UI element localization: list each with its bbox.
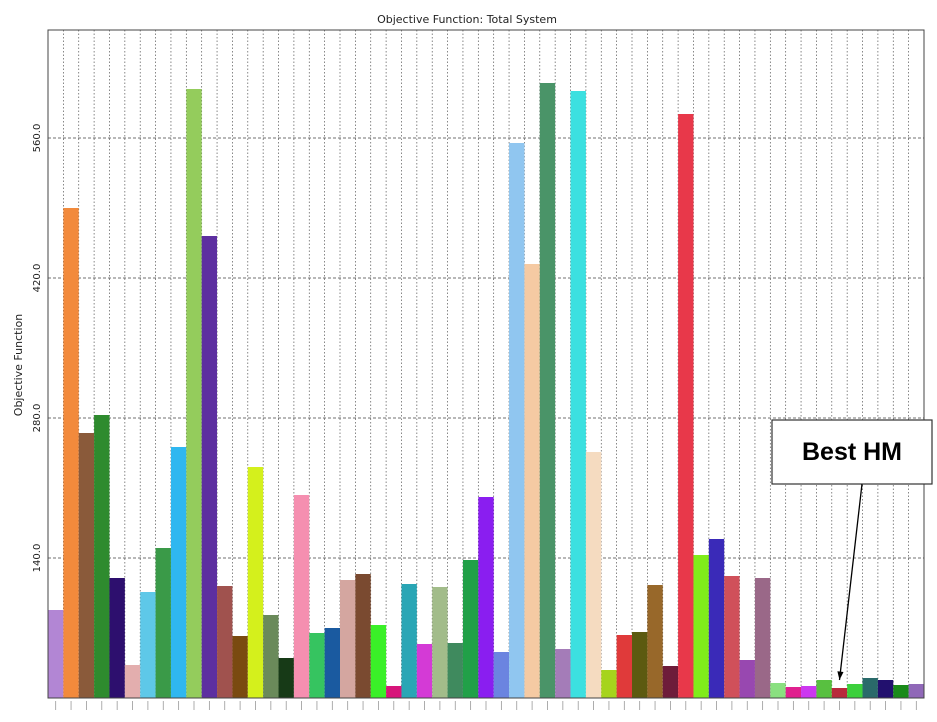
bar: [739, 660, 755, 698]
bar: [155, 548, 171, 698]
bar: [140, 592, 156, 698]
bar: [293, 495, 310, 698]
bar: [862, 678, 878, 698]
bar: [493, 652, 510, 698]
bar: [432, 587, 448, 698]
bar: [370, 625, 387, 698]
bar-series: [48, 83, 924, 698]
bar: [662, 666, 679, 698]
bar: [678, 114, 694, 698]
y-axis-label: Objective Function: [12, 314, 25, 416]
bar: [462, 560, 479, 698]
bar: [186, 89, 202, 698]
callout-box: [771, 419, 933, 485]
bar: [309, 633, 325, 698]
callout-arrowhead: [837, 671, 844, 680]
best-hm-callout: Best HM: [771, 419, 933, 681]
bar: [109, 578, 125, 698]
bar: [616, 635, 632, 698]
bar: [217, 586, 233, 698]
bar: [447, 643, 463, 698]
callout-arrow: [838, 483, 863, 681]
bar: [416, 644, 433, 698]
x-axis-ticks: [55, 701, 917, 710]
bar: [555, 649, 571, 698]
bar: [801, 686, 817, 698]
bar: [770, 683, 786, 698]
bar: [509, 143, 525, 698]
bar: [754, 578, 771, 698]
bar: [908, 684, 924, 698]
bar: [708, 539, 725, 698]
bar: [324, 628, 340, 698]
bar: [693, 555, 709, 698]
bar: [263, 615, 279, 698]
bar: [170, 447, 187, 698]
bar: [847, 684, 863, 698]
bar: [632, 632, 648, 698]
bar: [63, 208, 79, 698]
bar: [401, 584, 417, 698]
y-tick-label: 140.0: [32, 544, 43, 573]
bar: [816, 680, 832, 698]
bar: [647, 585, 663, 698]
bar: [340, 580, 356, 698]
bar: [278, 658, 294, 698]
bar: [48, 610, 64, 698]
bar: [877, 680, 894, 698]
bar: [724, 576, 740, 698]
bar: [247, 467, 264, 698]
callout-label: Best HM: [802, 438, 902, 466]
y-axis-ticks: 140.0 280.0 420.0 560.0: [32, 124, 43, 573]
plot-area-frame: [47, 29, 925, 699]
bar: [539, 83, 556, 698]
bar: [78, 433, 95, 698]
bar: [355, 574, 371, 698]
bar: [524, 264, 540, 698]
bar: [386, 686, 402, 698]
chart-title: Objective Function: Total System: [377, 13, 557, 26]
bar: [893, 685, 909, 698]
bar: [785, 687, 802, 698]
y-tick-label: 560.0: [32, 124, 43, 153]
bar: [201, 236, 218, 698]
bar: [585, 452, 602, 698]
bar: [478, 497, 494, 698]
y-tick-label: 280.0: [32, 404, 43, 433]
bar: [124, 665, 141, 698]
y-tick-label: 420.0: [32, 264, 43, 293]
bar: [94, 415, 110, 698]
bar: [831, 688, 848, 698]
bar: [601, 670, 617, 698]
bar: [570, 91, 586, 698]
bar: [232, 636, 248, 698]
